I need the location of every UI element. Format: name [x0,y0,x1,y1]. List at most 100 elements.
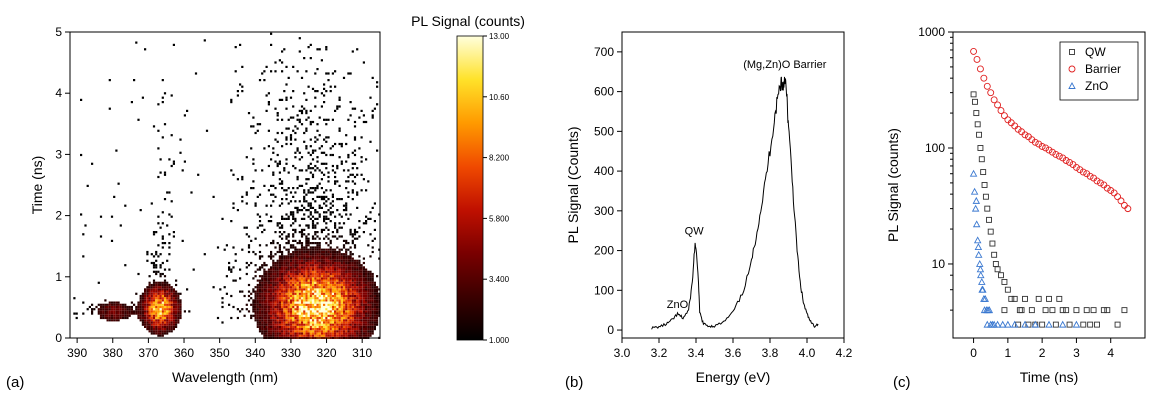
heatmap-cell [305,235,308,238]
heatmap-cell [365,319,368,322]
heatmap-cell [128,314,131,317]
heatmap-cell [292,129,295,132]
heatmap-cell [311,325,315,328]
heatmap-cell [294,275,297,278]
heatmap-cell [274,305,277,309]
heatmap-cell [270,184,273,187]
heatmap-cell [298,268,301,271]
heatmap-cell [340,297,343,300]
heatmap-cell [362,305,365,309]
heatmap-cell [303,292,306,295]
heatmap-cell [365,297,368,300]
heatmap-cell [258,275,262,278]
decay-point-qw [1039,321,1046,328]
heatmap-cell [320,310,323,313]
heatmap-cell [338,283,341,287]
heatmap-cell [305,328,308,331]
heatmap-cell [230,268,233,271]
heatmap-cell [373,294,376,298]
heatmap-cell [278,250,281,254]
heatmap-cell [263,305,266,309]
heatmap-cell [314,330,317,333]
heatmap-cell [311,120,315,124]
heatmap-cell [305,303,308,306]
heatmap-cell [296,149,299,152]
heatmap-cell [338,330,341,333]
heatmap-cell [305,323,308,326]
heatmap-cell [376,290,379,293]
heatmap-cell [340,215,343,218]
heatmap-cell [163,332,167,335]
heatmap-cell [161,303,164,306]
heatmap-cell [353,162,357,165]
heatmap-cell [334,303,337,306]
heatmap-cell [261,277,264,280]
heatmap-cell [345,202,348,205]
heatmap-cell [137,118,140,121]
heatmap-cell [303,325,306,328]
heatmap-cell [263,290,266,293]
heatmap-cell [117,303,120,306]
heatmap-cell [316,244,319,247]
heatmap-cell [250,292,253,295]
heatmap-cell [126,308,129,311]
heatmap-cell [113,301,116,304]
heatmap-cell [316,195,319,198]
heatmap-cell [294,319,297,322]
heatmap-cell [362,270,365,273]
heatmap-cell [338,277,341,280]
heatmap-cell [261,288,264,291]
heatmap-cell [305,332,308,335]
heatmap-cell [342,299,346,302]
heatmap-cell [175,308,178,311]
heatmap-cell [311,198,315,201]
heatmap-cell [239,268,242,271]
heatmap-cell [285,283,288,287]
heatmap-cell [157,330,160,333]
decay-point-qw [1063,307,1070,314]
panel-label-c: (c) [893,374,911,391]
heatmap-cell [347,325,350,328]
heatmap-cell [300,217,304,220]
heatmap-cell [157,314,160,317]
heatmap-cell [285,319,288,322]
heatmap-cell [365,323,368,326]
heatmap-cell [289,96,293,99]
heatmap-cell [323,283,326,287]
heatmap-cell [342,321,346,324]
heatmap-cell [258,281,262,284]
heatmap-cell [331,250,334,254]
heatmap-cell [294,277,297,280]
heatmap-cell [358,268,361,271]
heatmap-cell [358,308,361,311]
heatmap-cell [287,325,290,328]
heatmap-cell [278,283,281,287]
heatmap-cell [311,261,315,265]
heatmap-cell [334,85,337,88]
heatmap-cell [135,292,138,295]
heatmap-cell [175,305,178,309]
heatmap-cell [296,255,299,258]
heatmap-cell [353,323,357,326]
heatmap-cell [285,261,288,265]
heatmap-cell [159,321,162,324]
heatmap-cell [172,301,175,304]
heatmap-cell [265,275,268,278]
heatmap-cell [329,316,332,320]
heatmap-cell [351,264,354,267]
heatmap-cell [159,314,162,317]
heatmap-cell [325,286,328,289]
heatmap-cell [168,308,171,311]
heatmap-cell [353,301,357,304]
heatmap-cell [175,299,178,302]
heatmap-cell [305,246,308,249]
heatmap-cell [99,305,103,309]
heatmap-cell [336,303,339,306]
heatmap-cell [331,292,334,295]
decay-x-label: Time (ns) [1020,369,1079,385]
heatmap-cell [311,173,315,176]
heatmap-cell [378,312,381,315]
heatmap-cell [117,316,120,320]
heatmap-cell [314,209,317,212]
heatmap-cell [325,264,328,267]
